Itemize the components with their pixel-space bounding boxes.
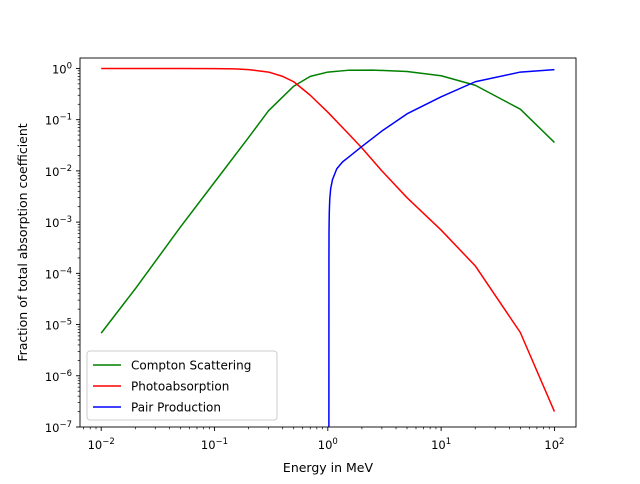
series-layer: [100, 67, 556, 427]
y-tick-label-1: 10−6: [45, 369, 72, 384]
x-tick-label-3: 101: [431, 437, 451, 452]
y-tick-label-7: 100: [52, 61, 72, 76]
y-tick-label-4: 10−3: [45, 215, 72, 230]
x-tick-label-1: 10−1: [201, 437, 228, 452]
y-tick-label-2: 10−5: [45, 318, 72, 333]
series-line-1: [101, 67, 556, 412]
legend: Compton Scattering Photoabsorption Pair Pr…: [86, 350, 278, 421]
x-tick-label-4: 102: [544, 437, 564, 452]
legend-label-0: Compton Scattering: [131, 359, 251, 373]
x-tick-label-2: 100: [318, 437, 338, 452]
y-tick-label-6: 10−1: [45, 113, 72, 128]
ticks-layer: 10−2 10−1 100 101 102 10−7 10−6 10−5 10−4 10−3 10−…: [45, 61, 565, 452]
x-tick-label-0: 10−2: [88, 437, 115, 452]
legend-label-2: Pair Production: [131, 401, 221, 415]
x-axis-label: Energy in MeV: [283, 460, 374, 475]
y-axis-label: Fraction of total absorption coefficient: [15, 123, 30, 361]
series-line-0: [100, 69, 555, 334]
legend-box: [86, 350, 278, 421]
legend-label-1: Photoabsorption: [131, 380, 229, 394]
y-tick-label-0: 10−7: [45, 420, 72, 435]
series-line-2: [328, 68, 555, 427]
y-tick-label-5: 10−2: [45, 164, 72, 179]
y-tick-label-3: 10−4: [45, 266, 72, 281]
